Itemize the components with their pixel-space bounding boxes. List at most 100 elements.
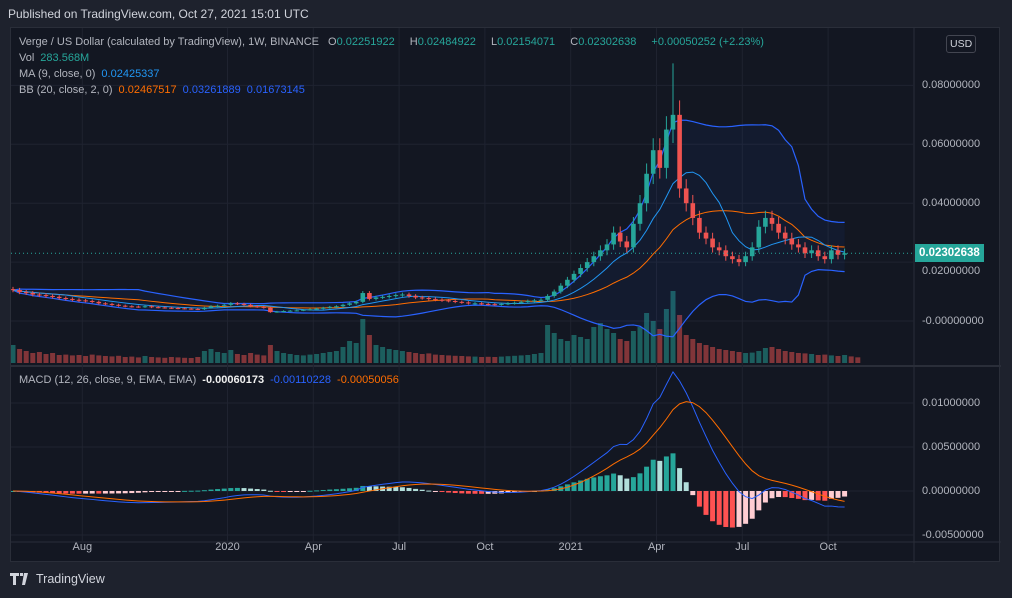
candle-body (406, 294, 412, 296)
macd-histogram-bar (439, 491, 445, 493)
volume-bar (749, 352, 755, 363)
volume-bar (630, 331, 636, 363)
macd-histogram-bar (300, 491, 306, 492)
tradingview-logo[interactable]: TradingView (10, 572, 105, 586)
volume-bar (597, 323, 603, 363)
candle-body (617, 232, 623, 242)
chart-frame[interactable]: Verge / US Dollar (calculated by Trading… (10, 27, 1001, 563)
bb-lower-line (12, 269, 845, 338)
volume-bar (485, 356, 491, 363)
c-value: 0.02302638 (578, 36, 637, 48)
macd-value: -0.00110228 (270, 374, 332, 386)
macd-histogram-bar (749, 491, 755, 519)
candle-body (241, 303, 247, 305)
candle-body (109, 303, 115, 305)
macd-histogram-bar (254, 489, 260, 491)
candle-body (710, 238, 715, 248)
macd-histogram-bar (769, 491, 775, 499)
macd-histogram-bar (373, 486, 379, 491)
candle-body (202, 307, 207, 310)
candle-body (380, 296, 385, 298)
macd-histogram-bar (287, 491, 293, 492)
candle-body (76, 299, 82, 301)
chart-canvas[interactable] (11, 28, 1001, 563)
candle-body (604, 244, 610, 251)
macd-histogram-bar (472, 491, 478, 494)
volume-bar (564, 341, 570, 363)
macd-histogram-bar (221, 488, 227, 491)
volume-bar (69, 355, 75, 363)
macd-histogram-bar (611, 473, 617, 491)
volume-bar (518, 355, 524, 363)
tradingview-logo-icon (10, 573, 28, 585)
volume-bar (43, 354, 49, 363)
volume-bar (215, 352, 221, 363)
macd-histogram-bar (307, 490, 313, 492)
macd-histogram-bar (406, 487, 412, 491)
candle-body (56, 296, 62, 299)
volume-bar (195, 357, 201, 363)
volume-bar (512, 355, 518, 363)
candle-body (829, 250, 834, 260)
volume-bar (386, 349, 392, 363)
volume-bar (459, 356, 465, 363)
time-tick-label: Apr (647, 541, 666, 553)
volume-bar (756, 351, 762, 363)
candle-body (743, 256, 748, 263)
volume-bar (710, 347, 716, 363)
volume-bar (650, 321, 656, 363)
volume-bar (36, 352, 42, 363)
volume-bar (314, 354, 320, 363)
candle-body (545, 295, 550, 300)
candle-body (532, 300, 537, 302)
candle-body (208, 306, 214, 308)
candle-body (149, 306, 154, 308)
macd-histogram-bar (696, 491, 702, 507)
macd-histogram-bar (168, 491, 174, 492)
volume-bar (347, 341, 353, 363)
volume-bar (637, 327, 643, 363)
candle-body (413, 295, 418, 298)
currency-button[interactable]: USD (946, 35, 977, 53)
volume-bar (723, 350, 729, 363)
candle-body (320, 307, 326, 309)
candle-body (697, 217, 702, 233)
ma-label: MA (9, close, 0) (19, 68, 96, 80)
candle-body (419, 297, 425, 299)
candle-body (571, 273, 577, 280)
candle-body (644, 173, 649, 204)
volume-bar (815, 355, 821, 363)
macd-histogram-bar (122, 491, 128, 494)
macd-histogram-bar (828, 491, 834, 499)
macd-histogram-bar (571, 482, 577, 491)
candle-body (261, 306, 267, 308)
candle-body (723, 250, 729, 257)
candle-body (802, 247, 808, 254)
macd-histogram-bar (419, 489, 425, 491)
volume-bar (155, 357, 161, 363)
ohlc-open: O0.02251922 (328, 36, 401, 48)
volume-bar (17, 349, 23, 363)
candle-body (129, 306, 135, 308)
candle-body (670, 114, 676, 130)
macd-histogram-bar (43, 491, 49, 493)
volume-bar (677, 315, 683, 363)
macd-histogram-bar (347, 488, 353, 491)
change-value: +0.00050252 (+2.23%) (651, 36, 764, 48)
macd-histogram-bar (789, 491, 795, 499)
volume-bar (545, 325, 551, 363)
volume-bar (426, 353, 432, 363)
o-value: 0.02251922 (336, 36, 395, 48)
candle-body (103, 303, 108, 305)
macd-histogram-bar (815, 491, 821, 501)
h-value: 0.02484922 (417, 36, 476, 48)
volume-bar (617, 339, 623, 363)
macd-hist-value: -0.00060173 (202, 374, 265, 386)
macd-histogram-bar (809, 491, 815, 500)
candle-body (433, 298, 438, 300)
volume-bar (729, 351, 735, 363)
macd-histogram-bar (578, 480, 584, 491)
macd-histogram-bar (756, 491, 762, 511)
candle-body (472, 303, 478, 305)
volume-bar (366, 335, 372, 363)
